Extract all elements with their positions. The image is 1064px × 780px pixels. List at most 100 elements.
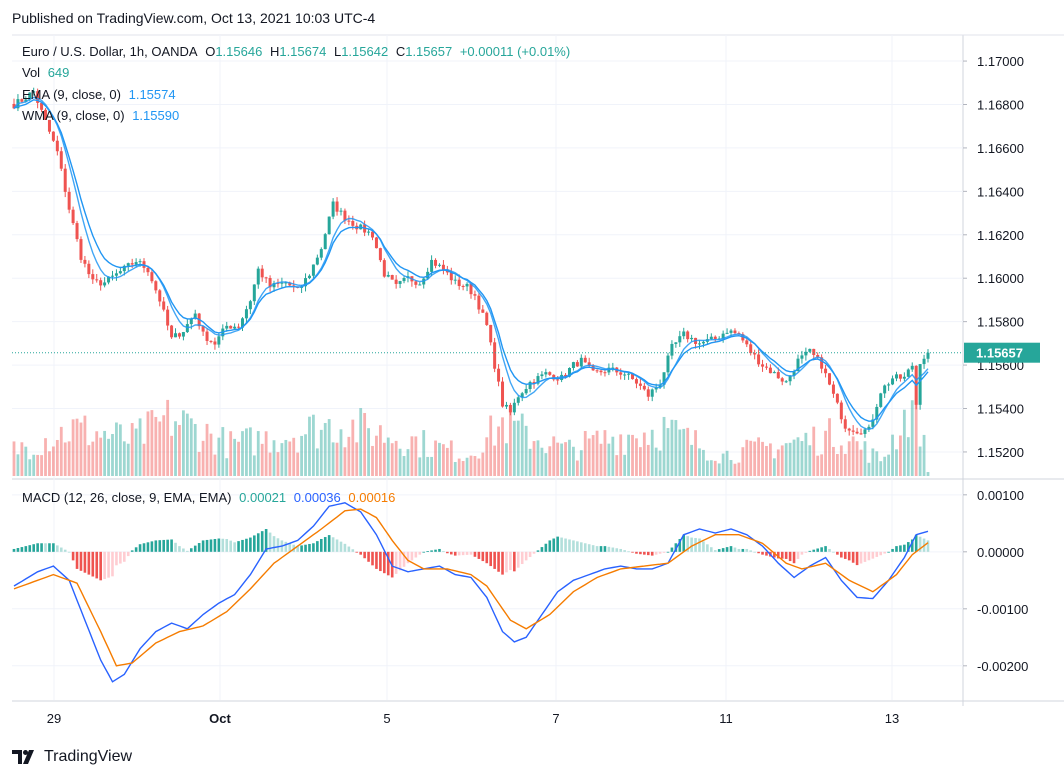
volume-bar <box>438 442 441 476</box>
footer-brand[interactable]: TradingView <box>44 748 133 765</box>
ema-legend[interactable]: EMA (9, close, 0) 1.15574 <box>22 87 180 102</box>
macd-tick-label: -0.00200 <box>977 659 1028 674</box>
macd-histogram-bar <box>690 537 693 552</box>
macd-histogram-bar <box>883 551 886 554</box>
wma-legend[interactable]: WMA (9, close, 0) 1.15590 <box>22 108 183 123</box>
volume-bar <box>635 438 638 476</box>
macd-histogram-bar <box>12 548 16 552</box>
macd-histogram-bar <box>757 551 760 554</box>
volume-bar <box>520 413 524 476</box>
volume-bar <box>899 435 902 476</box>
volume-bar <box>146 411 150 476</box>
candle-body <box>437 264 441 266</box>
candle-body <box>67 191 71 210</box>
volume-bar <box>595 430 599 476</box>
price-tick-label: 1.16600 <box>977 141 1024 156</box>
volume-bar <box>678 429 682 476</box>
volume-bar <box>331 442 335 476</box>
candle-body <box>485 312 489 325</box>
candle-body <box>264 277 268 279</box>
macd-histogram-bar <box>654 551 658 555</box>
volume-bar <box>312 414 315 476</box>
volume-bar <box>501 417 504 476</box>
candle-body <box>390 275 394 280</box>
macd-histogram-bar <box>658 551 662 554</box>
macd-histogram-bar <box>40 543 43 552</box>
volume-bar <box>268 452 272 476</box>
volume-bar <box>733 463 737 476</box>
volume-bar <box>201 440 205 476</box>
price-tick-label: 1.16000 <box>977 271 1024 286</box>
macd-histogram-bar <box>863 551 867 562</box>
candle-body <box>162 301 166 310</box>
candle-body <box>378 248 382 261</box>
candle-body <box>252 284 256 302</box>
macd-histogram-bar <box>87 551 91 575</box>
volume-bar <box>508 407 512 476</box>
price-tick-label: 1.15200 <box>977 445 1024 460</box>
candle-body <box>871 419 875 427</box>
volume-bar <box>402 456 406 476</box>
volume-bar <box>796 437 800 476</box>
candle-body <box>189 318 193 325</box>
macd-histogram-bar <box>729 546 733 552</box>
macd-histogram-bar <box>331 537 335 552</box>
volume-bar <box>627 434 630 476</box>
open-value: 1.15646 <box>215 44 263 59</box>
macd-histogram-bar <box>170 539 173 552</box>
macd-line <box>13 502 929 683</box>
macd-histogram-bar <box>260 531 264 552</box>
candle-body <box>87 263 91 275</box>
macd-histogram-bar <box>773 551 776 558</box>
candle-body <box>461 286 465 288</box>
candle-body <box>784 381 788 383</box>
symbol-label[interactable]: Euro / U.S. Dollar, 1h, OANDA <box>22 44 198 59</box>
macd-histogram-bar <box>926 540 930 552</box>
candle-body <box>146 267 150 273</box>
candle-body <box>430 259 434 272</box>
volume-bar <box>126 443 130 476</box>
price-tick-label: 1.15400 <box>977 402 1024 417</box>
volume-bar <box>260 443 264 476</box>
low-value: 1.15642 <box>341 44 389 59</box>
macd-tick-label: 0.00100 <box>977 488 1024 503</box>
candle-body <box>331 201 335 217</box>
macd-histogram-bar <box>327 535 331 552</box>
macd-histogram-bar <box>540 547 544 552</box>
volume-bar <box>611 436 615 476</box>
tradingview-logo-icon <box>12 750 34 764</box>
volume-bar <box>895 449 898 476</box>
volume-bar <box>107 438 110 476</box>
volume-bar <box>170 435 173 476</box>
macd-histogram-bar <box>662 551 666 553</box>
volume-bar <box>698 448 701 476</box>
volume-layer <box>12 366 930 476</box>
macd-histogram-bar <box>717 549 721 552</box>
macd-histogram-bar <box>808 550 812 552</box>
candle-body <box>237 326 241 328</box>
volume-bar <box>122 441 126 476</box>
macd-legend[interactable]: MACD (12, 26, close, 9, EMA, EMA) 0.0002… <box>22 490 399 505</box>
candle-body <box>229 325 233 329</box>
volume-bar <box>284 439 288 476</box>
macd-histogram-bar <box>44 543 47 552</box>
candle-body <box>55 140 59 152</box>
macd-histogram-bar <box>225 538 229 552</box>
candle-body <box>623 374 627 376</box>
volume-bar <box>828 418 831 476</box>
volume-bar <box>430 456 434 476</box>
macd-histogram-bar <box>115 551 118 566</box>
low-label: L <box>333 44 342 59</box>
candle-body <box>414 281 418 285</box>
wma-line <box>13 96 929 431</box>
macd-histogram-bar <box>253 535 256 552</box>
volume-legend[interactable]: Vol 649 <box>22 65 73 80</box>
candle-body <box>225 325 229 329</box>
macd-histogram-bar <box>91 551 95 577</box>
macd-histogram-bar <box>383 551 386 574</box>
macd-histogram-bar <box>603 546 607 552</box>
candle-body <box>579 357 583 367</box>
candle-body <box>307 275 311 279</box>
volume-bar <box>343 447 347 476</box>
